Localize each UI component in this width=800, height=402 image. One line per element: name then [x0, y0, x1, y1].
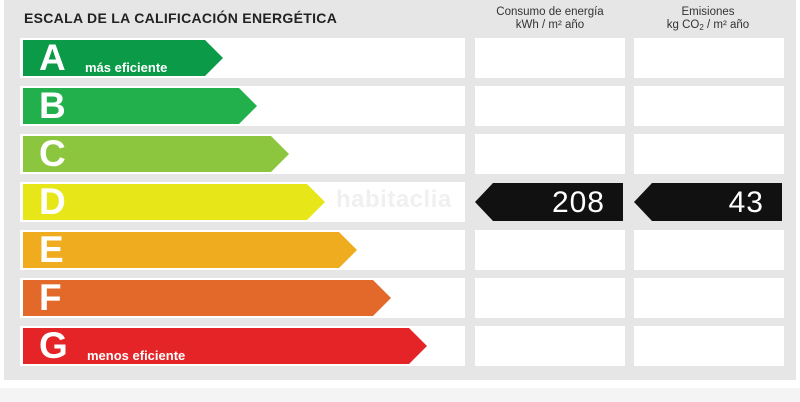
rating-arrow-b: B: [23, 85, 257, 126]
consumo-cell: [475, 38, 625, 78]
consumo-cell: [475, 86, 625, 126]
consumo-value: 208: [551, 186, 605, 219]
rating-letter: C: [39, 133, 66, 174]
arrow-shape: [23, 136, 289, 172]
consumo-cell: [475, 278, 625, 318]
arrow-shape: [23, 88, 257, 124]
emisiones-header-line2: kg CO2 / m² año: [666, 19, 750, 32]
consumo-header-line2: kWh / m² año: [515, 19, 585, 31]
emisiones-cell: [634, 86, 784, 126]
emisiones-header-line1: Emisiones: [681, 6, 735, 18]
rating-arrow-d: D: [23, 181, 325, 222]
consumo-header-line1: Consumo de energía: [496, 6, 604, 18]
arrow-shape: [23, 328, 427, 364]
rating-letter: G: [39, 325, 68, 366]
rating-arrow-f: F: [23, 277, 391, 318]
rating-letter: D: [39, 181, 66, 222]
rating-arrow-c: C: [23, 133, 289, 174]
arrow-shape: [23, 232, 357, 268]
rating-arrow-a: A más eficiente: [23, 37, 223, 78]
emisiones-column-header: Emisiones kg CO2 / m² año: [632, 6, 784, 34]
rating-letter: A: [39, 37, 66, 78]
consumo-cell: [475, 134, 625, 174]
arrow-shape: [23, 280, 391, 316]
bottom-strip: [0, 388, 800, 402]
emisiones-cell: [634, 326, 784, 366]
rating-letter: B: [39, 85, 66, 126]
emisiones-cell: [634, 278, 784, 318]
rating-arrow-g: G menos eficiente: [23, 325, 427, 366]
rating-letter: E: [39, 229, 64, 270]
emisiones-value: 43: [728, 186, 764, 219]
consumo-column-header: Consumo de energía kWh / m² año: [474, 6, 626, 32]
emisiones-cell: [634, 230, 784, 270]
consumo-cell: [475, 230, 625, 270]
arrow-shape: [23, 40, 223, 76]
watermark-text: habitaclia: [336, 186, 452, 213]
page-title: ESCALA DE LA CALIFICACIÓN ENERGÉTICA: [24, 10, 338, 26]
rating-caption: más eficiente: [85, 60, 168, 75]
consumo-cell: [475, 326, 625, 366]
arrow-shape: [23, 184, 325, 220]
marker-shape: [634, 183, 782, 221]
emisiones-cell: [634, 134, 784, 174]
emisiones-cell: [634, 38, 784, 78]
emisiones-value-marker: 43: [634, 183, 782, 221]
rating-arrow-e: E: [23, 229, 357, 270]
consumo-value-marker: 208: [475, 183, 623, 221]
rating-letter: F: [39, 277, 62, 318]
rating-caption: menos eficiente: [87, 348, 186, 363]
marker-shape: [475, 183, 623, 221]
